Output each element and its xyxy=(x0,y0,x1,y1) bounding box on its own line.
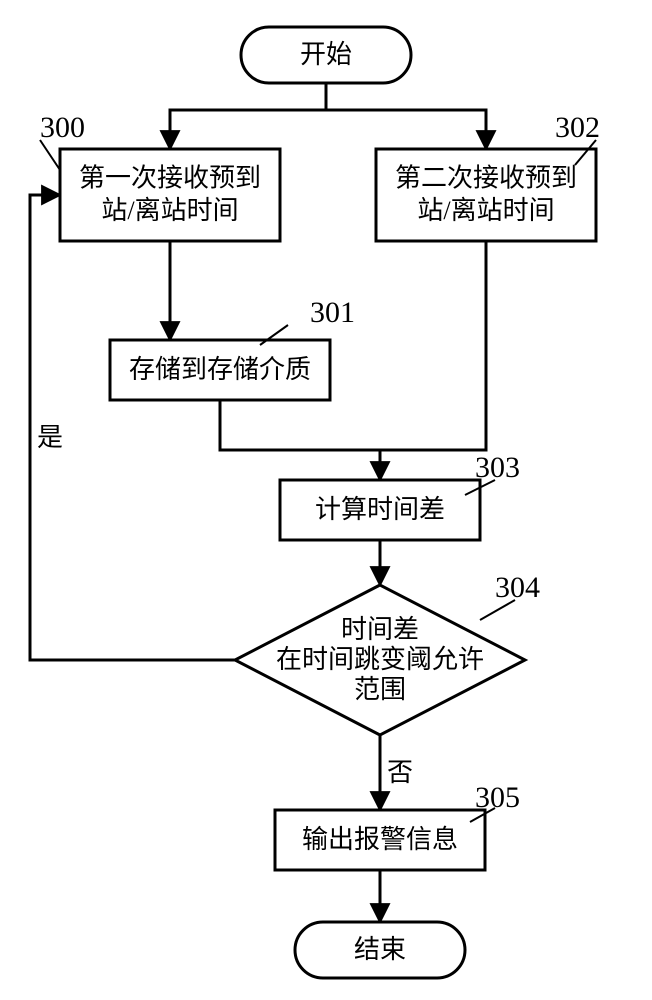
edge-n301_down xyxy=(220,400,380,450)
svg-text:计算时间差: 计算时间差 xyxy=(315,495,445,524)
svg-text:结束: 结束 xyxy=(354,935,406,964)
svg-text:输出报警信息: 输出报警信息 xyxy=(302,825,458,854)
label-l303: 303 xyxy=(475,451,520,484)
svg-text:站/离站时间: 站/离站时间 xyxy=(101,196,238,225)
edge-label-n304_yes: 是 xyxy=(37,423,63,452)
svg-text:第一次接收预到: 第一次接收预到 xyxy=(79,164,261,193)
svg-text:开始: 开始 xyxy=(300,40,352,69)
svg-text:在时间跳变阈允许: 在时间跳变阈允许 xyxy=(276,645,484,674)
svg-text:时间差: 时间差 xyxy=(341,615,419,644)
edge-split_left xyxy=(170,110,326,149)
label-l305: 305 xyxy=(475,781,520,814)
edge-label-n304_no: 否 xyxy=(387,758,413,787)
label-l304: 304 xyxy=(495,571,540,604)
leader-l300 xyxy=(40,140,60,170)
svg-text:存储到存储介质: 存储到存储介质 xyxy=(129,355,311,384)
edge-n302_down xyxy=(380,241,486,450)
label-l300: 300 xyxy=(40,111,85,144)
svg-text:第二次接收预到: 第二次接收预到 xyxy=(395,164,577,193)
edge-split_right xyxy=(326,110,486,149)
svg-text:站/离站时间: 站/离站时间 xyxy=(417,196,554,225)
flowchart-diagram: 否是开始第一次接收预到站/离站时间第二次接收预到站/离站时间存储到存储介质计算时… xyxy=(0,0,652,1000)
label-l301: 301 xyxy=(310,296,355,329)
svg-text:范围: 范围 xyxy=(354,675,406,704)
label-l302: 302 xyxy=(555,111,600,144)
